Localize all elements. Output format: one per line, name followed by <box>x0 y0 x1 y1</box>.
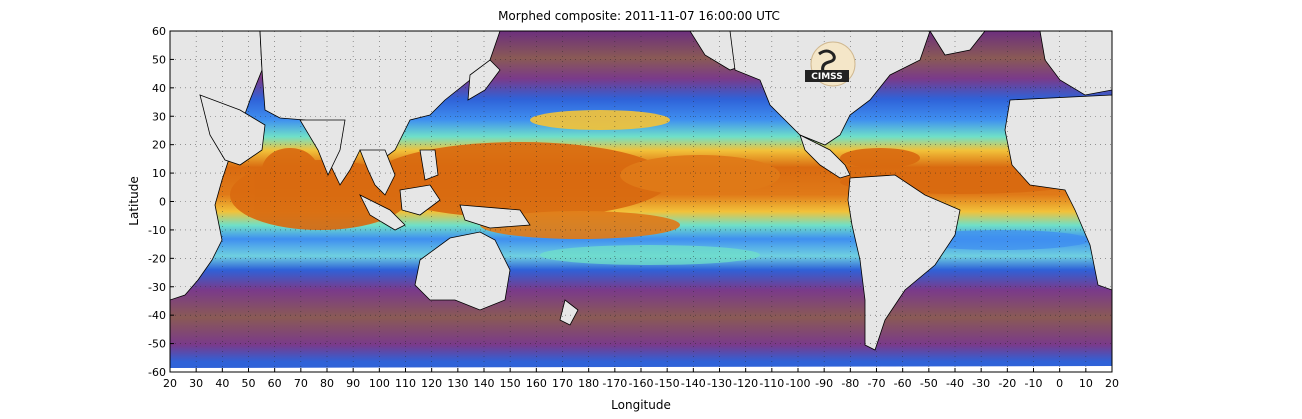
x-tick-label: 50 <box>242 377 256 390</box>
land-arabia <box>199 94 266 166</box>
x-tick-label: 0 <box>1056 377 1063 390</box>
land-west-africa <box>1004 94 1112 291</box>
x-axis-label: Longitude <box>611 398 671 412</box>
arabian-sea-core <box>262 148 318 192</box>
y-tick-label: -50 <box>148 338 166 351</box>
y-tick-label: -40 <box>148 309 166 322</box>
y-axis: 60 50 40 30 20 10 0 -10 -20 -30 -40 -50 -60 <box>148 25 174 379</box>
x-tick-label: 80 <box>320 377 334 390</box>
y-tick-label: 30 <box>152 110 166 123</box>
land-philippines <box>419 149 439 181</box>
x-tick-label: -60 <box>894 377 912 390</box>
x-tick-label: 120 <box>421 377 442 390</box>
x-tick-label: 60 <box>268 377 282 390</box>
land-greenland <box>929 31 986 56</box>
land-new-zealand <box>559 299 579 326</box>
x-tick-label: 130 <box>447 377 468 390</box>
x-tick-label: 110 <box>395 377 416 390</box>
x-tick-label: -120 <box>733 377 758 390</box>
x-tick-label: 170 <box>552 377 573 390</box>
x-tick-label: -50 <box>920 377 938 390</box>
land-australia <box>414 231 511 311</box>
x-tick-label: -170 <box>602 377 627 390</box>
y-tick-label: 40 <box>152 82 166 95</box>
x-tick-label: 180 <box>578 377 599 390</box>
x-tick-label: 90 <box>346 377 360 390</box>
y-tick-label: 50 <box>152 53 166 66</box>
x-tick-label: -140 <box>681 377 706 390</box>
grid-lines <box>170 31 1112 372</box>
x-tick-label: -80 <box>841 377 859 390</box>
chart-title: Morphed composite: 2011-11-07 16:00:00 U… <box>498 9 780 23</box>
x-tick-label: -10 <box>1025 377 1043 390</box>
land-sumatra <box>359 194 406 231</box>
land-indochina <box>359 149 396 196</box>
x-tick-label: 70 <box>294 377 308 390</box>
logo-text: CIMSS <box>811 72 842 82</box>
x-tick-label: -150 <box>655 377 680 390</box>
y-tick-label: 60 <box>152 25 166 38</box>
y-tick-label: 10 <box>152 167 166 180</box>
x-tick-label: 100 <box>369 377 390 390</box>
cimss-logo: CIMSS <box>805 41 856 87</box>
x-tick-label: -20 <box>998 377 1016 390</box>
x-tick-label: 40 <box>215 377 229 390</box>
land-india <box>299 119 346 176</box>
land-europe <box>1039 31 1112 96</box>
x-axis: 20 30 40 50 60 70 80 90 100 110 120 130 140 150 160 170… <box>163 368 1119 390</box>
north-pacific-plume <box>530 110 670 130</box>
x-tick-label: 160 <box>526 377 547 390</box>
x-tick-label: 20 <box>1105 377 1119 390</box>
map-plot-area <box>170 31 1112 372</box>
x-tick-label: -30 <box>972 377 990 390</box>
x-tick-label: -130 <box>707 377 732 390</box>
logo-swirl <box>818 49 836 73</box>
y-tick-label: -30 <box>148 281 166 294</box>
x-tick-label: 30 <box>189 377 203 390</box>
x-tick-label: 10 <box>1079 377 1093 390</box>
y-tick-label: -60 <box>148 366 166 379</box>
spcz-core <box>480 211 680 239</box>
x-tick-label: -70 <box>868 377 886 390</box>
x-tick-label: -40 <box>946 377 964 390</box>
south-pacific-plume <box>540 245 760 265</box>
y-tick-label: 0 <box>159 196 166 209</box>
x-tick-label: 140 <box>474 377 495 390</box>
x-tick-label: -90 <box>815 377 833 390</box>
x-tick-label: -110 <box>759 377 784 390</box>
y-tick-label: 20 <box>152 139 166 152</box>
land-borneo <box>399 184 441 216</box>
x-tick-label: 20 <box>163 377 177 390</box>
x-tick-label: -100 <box>786 377 811 390</box>
itcz-central-pacific-core <box>620 155 780 195</box>
land-south-america <box>847 174 961 351</box>
x-tick-label: -160 <box>629 377 654 390</box>
y-axis-label: Latitude <box>127 176 141 225</box>
itcz-west-pacific-core <box>370 142 670 218</box>
caribbean-core <box>840 148 920 168</box>
y-tick-label: -20 <box>148 252 166 265</box>
land-central-america <box>799 134 851 179</box>
y-tick-label: -10 <box>148 224 166 237</box>
logo-banner <box>805 70 849 82</box>
x-tick-label: 150 <box>500 377 521 390</box>
land-japan <box>467 59 501 101</box>
